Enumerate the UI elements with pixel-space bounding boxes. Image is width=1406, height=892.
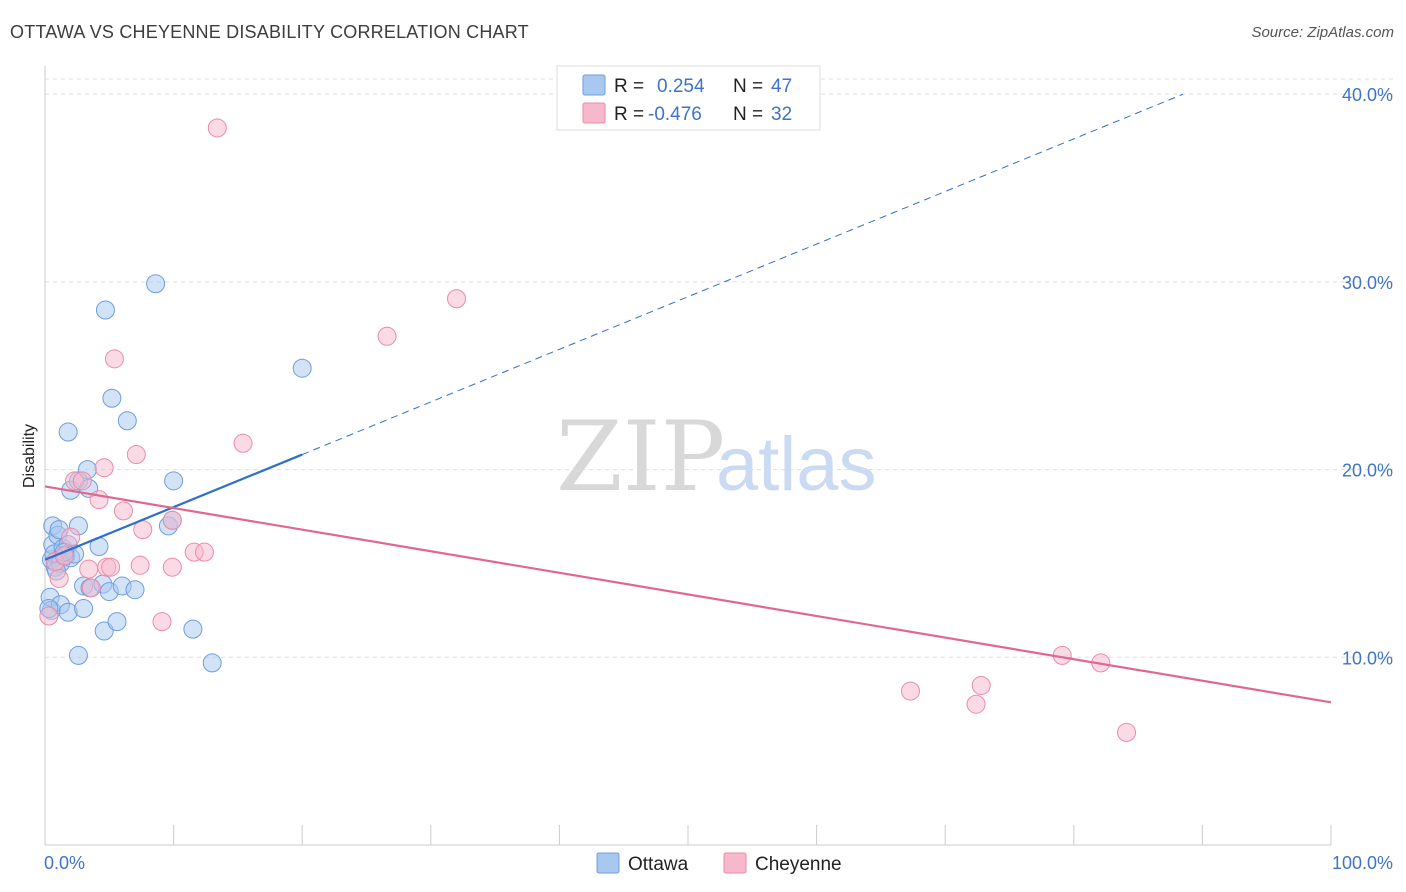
- ottawa-trend-extension: [302, 93, 1184, 456]
- cheyenne-series-label: Cheyenne: [755, 854, 842, 875]
- cheyenne-point-14: [113, 501, 133, 521]
- cheyenne-point-16: [130, 555, 150, 575]
- cheyenne-series-swatch: [723, 852, 747, 874]
- cheyenne-point-18: [152, 612, 172, 632]
- ottawa-legend-swatch: [582, 74, 606, 96]
- cheyenne-point-22: [194, 542, 214, 562]
- y-tick-label-40: 40.0%: [1342, 85, 1393, 105]
- cheyenne-point-15: [126, 445, 146, 465]
- ottawa-point-34: [146, 274, 166, 294]
- cheyenne-point-23: [207, 118, 227, 138]
- cheyenne-legend-swatch: [582, 102, 606, 124]
- cheyenne-point-32: [1117, 722, 1137, 742]
- ottawa-point-38: [94, 621, 114, 641]
- y-tick-label-10: 10.0%: [1342, 648, 1393, 668]
- y-tick-label-20: 20.0%: [1342, 461, 1393, 481]
- ottawa-series-swatch: [596, 852, 620, 874]
- cheyenne-n-value: 32: [771, 104, 792, 125]
- ottawa-series-label: Ottawa: [628, 854, 689, 875]
- cheyenne-point-20: [162, 557, 182, 577]
- y-axis-title: Disability: [21, 424, 38, 488]
- cheyenne-r-value: -0.476: [648, 104, 702, 125]
- ottawa-point-32: [117, 411, 137, 431]
- cheyenne-point-7: [79, 559, 99, 579]
- ottawa-point-33: [95, 300, 115, 320]
- x-tick-label-min: 0.0%: [44, 853, 85, 873]
- ottawa-point-42: [202, 653, 222, 673]
- y-tick-labels: 10.0% 20.0% 30.0% 40.0%: [1342, 85, 1393, 668]
- ottawa-point-31: [102, 388, 122, 408]
- cheyenne-point-10: [94, 458, 114, 478]
- cheyenne-n-label: N =: [733, 104, 763, 125]
- cheyenne-point-12: [101, 557, 121, 577]
- stats-legend: R = 0.254 N = 47 R = -0.476 N = 32: [556, 65, 821, 131]
- source-label: Source: ZipAtlas.com: [1251, 24, 1394, 41]
- cheyenne-point-24: [233, 433, 253, 453]
- cheyenne-point-9: [89, 490, 109, 510]
- cheyenne-point-13: [104, 349, 124, 369]
- cheyenne-points: [39, 118, 1137, 742]
- cheyenne-point-26: [447, 289, 467, 309]
- ottawa-point-39: [107, 612, 127, 632]
- ottawa-point-30: [58, 422, 78, 442]
- series-legend: Ottawa Cheyenne: [596, 852, 842, 875]
- cheyenne-point-0: [39, 606, 59, 626]
- ottawa-n-label: N =: [733, 76, 763, 97]
- watermark-zip: ZIP: [556, 401, 725, 513]
- ottawa-point-41: [183, 619, 203, 639]
- gridlines: [45, 78, 1393, 658]
- ottawa-point-22: [125, 580, 145, 600]
- ottawa-n-value: 47: [771, 76, 792, 97]
- x-tick-label-max: 100.0%: [1332, 853, 1393, 873]
- ottawa-point-43: [292, 358, 312, 378]
- trend-lines: [44, 93, 1332, 704]
- ottawa-r-label: R =: [614, 76, 644, 97]
- chart-title: OTTAWA VS CHEYENNE DISABILITY CORRELATIO…: [10, 22, 529, 42]
- cheyenne-r-label: R =: [614, 104, 644, 125]
- cheyenne-point-6: [72, 471, 92, 491]
- cheyenne-trend-line: [44, 485, 1332, 704]
- ottawa-r-value: 0.254: [657, 76, 705, 97]
- cheyenne-point-27: [900, 681, 920, 701]
- cheyenne-point-29: [971, 675, 991, 695]
- cheyenne-point-2: [49, 568, 69, 588]
- ottawa-point-40: [68, 645, 88, 665]
- watermark-atlas: atlas: [716, 422, 877, 507]
- ottawa-point-37: [164, 471, 184, 491]
- x-ticks: [44, 825, 1332, 845]
- cheyenne-point-25: [377, 326, 397, 346]
- cheyenne-point-8: [81, 578, 101, 598]
- ottawa-point-16: [74, 598, 94, 618]
- cheyenne-point-28: [966, 694, 986, 714]
- cheyenne-point-19: [162, 510, 182, 530]
- cheyenne-point-4: [61, 527, 81, 547]
- y-tick-label-30: 30.0%: [1342, 273, 1393, 293]
